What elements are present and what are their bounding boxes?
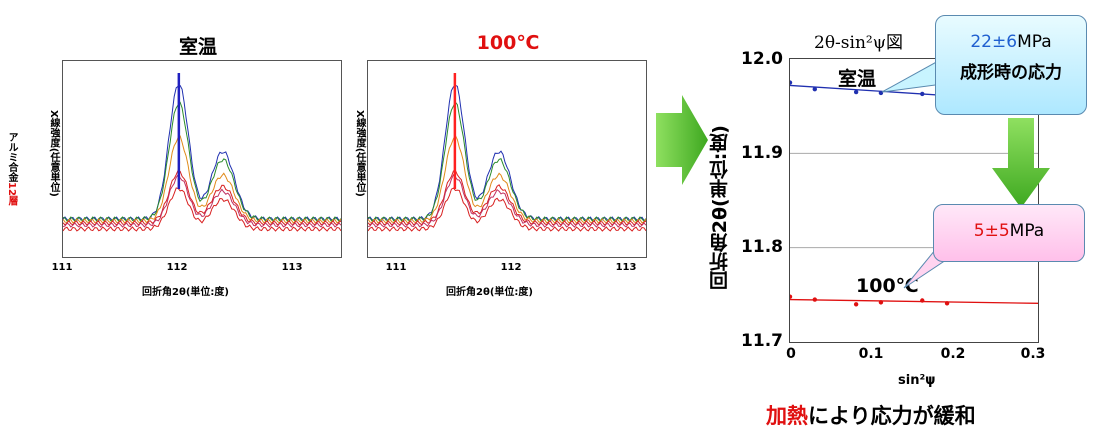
xrd-profile-curve bbox=[367, 174, 647, 228]
xtick-113: 113 bbox=[281, 262, 303, 273]
xrd-plot-100c bbox=[367, 60, 647, 258]
data-point bbox=[787, 294, 793, 299]
xrd-profile-curve bbox=[367, 134, 647, 224]
data-point bbox=[878, 300, 884, 305]
data-point bbox=[812, 297, 817, 302]
callout-100c-stress: 5±5MPa bbox=[933, 204, 1085, 262]
data-point bbox=[944, 301, 950, 306]
ytick-11-8: 11.8 bbox=[741, 237, 783, 257]
series-label-room-temp: 室温 bbox=[838, 68, 877, 90]
sample-label: アルミ合金12層 bbox=[6, 132, 17, 206]
chart-title: 2θ-sin²ψ図 bbox=[814, 33, 904, 53]
xtick-112: 112 bbox=[500, 262, 522, 273]
data-point bbox=[920, 298, 925, 303]
xrd-profile-curve bbox=[367, 84, 647, 222]
callout-room-temp-stress: 22±6MPa 成形時の応力 bbox=[935, 15, 1087, 115]
data-point bbox=[787, 80, 793, 85]
xtick-111: 111 bbox=[51, 262, 73, 273]
data-point bbox=[920, 91, 925, 97]
xrd-profile-curve bbox=[62, 173, 342, 228]
conclusion-caption: 加熱により応力が緩和 bbox=[766, 404, 976, 428]
xrd-profile-curve bbox=[367, 187, 647, 232]
xrd-profile-curve bbox=[62, 85, 342, 222]
arrow-down-icon bbox=[992, 118, 1050, 208]
y-axis-label-right: 回折角2θ(単位:度) bbox=[709, 125, 731, 291]
xtick-0-2: 0.2 bbox=[940, 346, 966, 362]
ytick-12-0: 12.0 bbox=[741, 49, 783, 69]
xtick-111: 111 bbox=[385, 262, 407, 273]
xtick-0: 0 bbox=[786, 346, 796, 362]
y-axis-label-2: X線強度(任意単位) bbox=[354, 110, 365, 197]
y-axis-label-1: X線強度(任意単位) bbox=[48, 110, 59, 197]
arrow-right-icon bbox=[656, 95, 708, 185]
xrd-profile-curve bbox=[367, 101, 647, 222]
xtick-0-1: 0.1 bbox=[858, 346, 884, 362]
xrd-profile-curve bbox=[62, 169, 342, 226]
xrd-profile-curve bbox=[62, 135, 342, 224]
ytick-11-7: 11.7 bbox=[741, 331, 783, 351]
xrd-plot-room-temp bbox=[62, 60, 342, 258]
xrd-profile-curve bbox=[62, 101, 342, 222]
ytick-11-9: 11.9 bbox=[741, 143, 783, 163]
panel-title-room-temp: 室温 bbox=[178, 36, 217, 58]
data-point bbox=[853, 302, 859, 307]
xtick-113: 113 bbox=[615, 262, 637, 273]
xrd-profile-curve bbox=[62, 187, 342, 232]
data-point bbox=[812, 86, 817, 92]
panel-title-100c: 100℃ bbox=[476, 32, 540, 54]
x-axis-label-right: sin²ψ bbox=[898, 373, 936, 388]
x-axis-label-1: 回折角2θ(単位:度) bbox=[142, 287, 229, 298]
fit-line bbox=[789, 298, 1039, 304]
series-label-100c: 100℃ bbox=[856, 275, 919, 297]
xtick-112: 112 bbox=[166, 262, 188, 273]
data-point bbox=[853, 89, 859, 95]
xrd-profile-curve bbox=[367, 169, 647, 226]
xtick-0-3: 0.3 bbox=[1020, 346, 1046, 362]
x-axis-label-2: 回折角2θ(単位:度) bbox=[446, 287, 533, 298]
